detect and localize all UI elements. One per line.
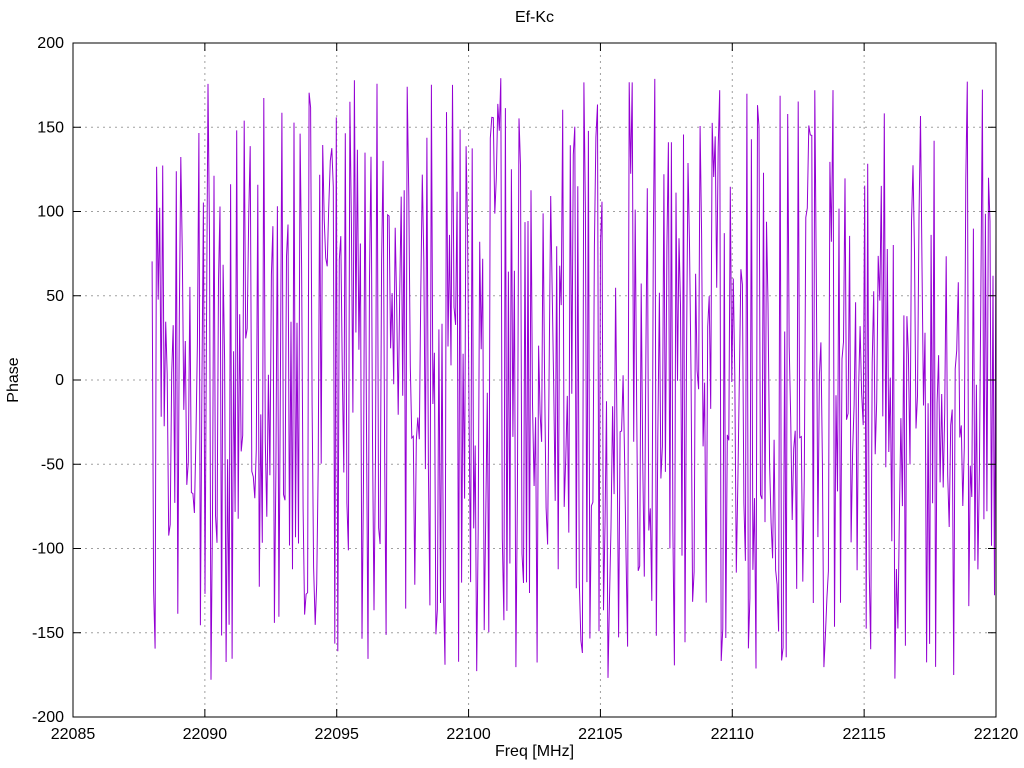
chart-title: Ef-Kc xyxy=(514,9,555,26)
y-tick-label: 200 xyxy=(37,35,64,52)
x-tick-label: 22085 xyxy=(51,726,96,743)
phase-series-line xyxy=(151,78,997,680)
x-tick-label: 22105 xyxy=(578,726,623,743)
x-axis-label: Freq [MHz] xyxy=(494,743,575,760)
y-tick-label: 150 xyxy=(37,119,64,136)
y-tick-label: -150 xyxy=(32,625,64,642)
x-tick-label: 22120 xyxy=(974,726,1019,743)
y-tick-label: -200 xyxy=(32,709,64,726)
x-tick-label: 22115 xyxy=(842,726,885,743)
y-tick-label: 100 xyxy=(37,204,64,221)
y-tick-label: 0 xyxy=(55,372,64,389)
x-tick-label: 22095 xyxy=(314,726,359,743)
x-tick-label: 22110 xyxy=(711,726,754,743)
x-tick-label: 22090 xyxy=(183,726,228,743)
y-tick-label: -50 xyxy=(41,456,64,473)
y-tick-label: -100 xyxy=(32,541,64,558)
y-tick-label: 50 xyxy=(46,288,64,305)
x-tick-label: 22100 xyxy=(446,726,491,743)
y-axis-label: Phase xyxy=(5,357,22,403)
